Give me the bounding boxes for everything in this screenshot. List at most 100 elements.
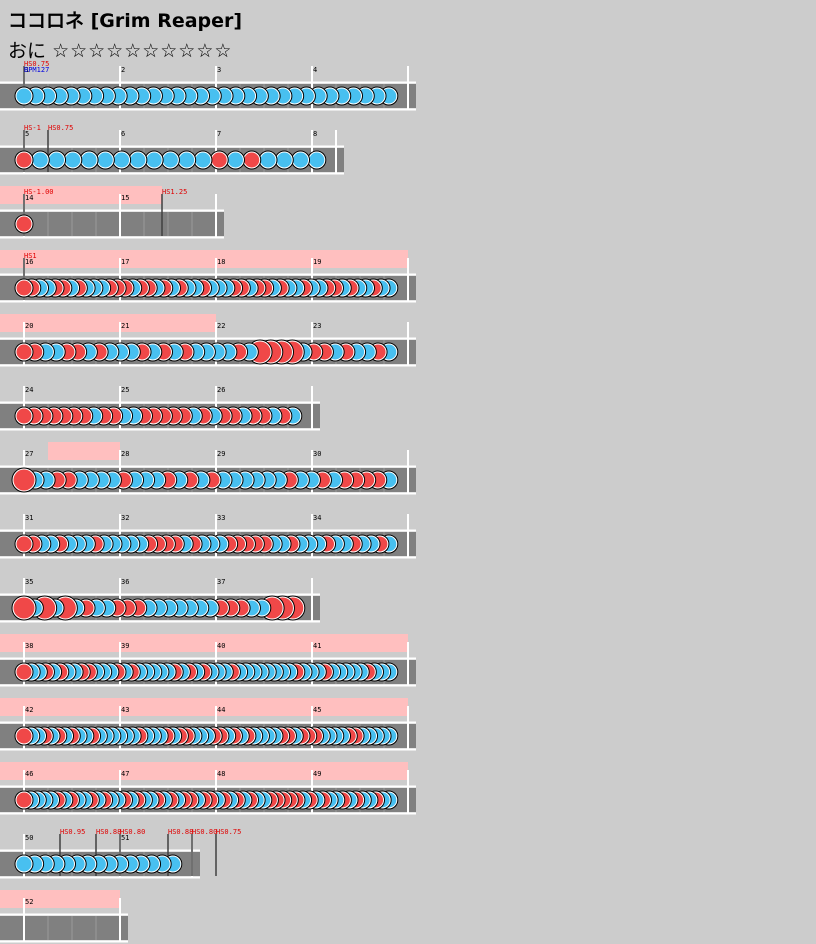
ka-note-face bbox=[260, 152, 276, 168]
measure-number: 26 bbox=[217, 386, 225, 394]
gogo-band bbox=[0, 634, 408, 652]
ka-note-face bbox=[16, 88, 32, 104]
don-note-face bbox=[13, 597, 35, 619]
scroll-event: HS0.95 bbox=[60, 828, 85, 836]
measure-number: 20 bbox=[25, 322, 33, 330]
chart-row: 46 47 48 49 bbox=[0, 762, 416, 815]
measure-number: 3 bbox=[217, 66, 221, 74]
ka-note-face bbox=[293, 152, 309, 168]
chart-row: 35 36 37 bbox=[0, 578, 320, 623]
difficulty-line: おに ☆☆☆☆☆☆☆☆☆☆ bbox=[8, 36, 232, 63]
measure-number: 17 bbox=[121, 258, 129, 266]
chart-row: 24 25 26 bbox=[0, 386, 320, 431]
ka-note-face bbox=[16, 856, 32, 872]
gogo-band bbox=[0, 250, 408, 268]
measure-number: 44 bbox=[217, 706, 225, 714]
ka-note-face bbox=[195, 152, 211, 168]
don-note-face bbox=[13, 469, 35, 491]
measure-number: 6 bbox=[121, 130, 125, 138]
measure-number: 27 bbox=[25, 450, 33, 458]
measure-number: 19 bbox=[313, 258, 321, 266]
measure-number: 41 bbox=[313, 642, 321, 650]
measure-number: 40 bbox=[217, 642, 225, 650]
gogo-band bbox=[48, 442, 120, 460]
measure-number: 22 bbox=[217, 322, 225, 330]
gogo-band bbox=[0, 890, 120, 908]
measure-number: 29 bbox=[217, 450, 225, 458]
measure-number: 28 bbox=[121, 450, 129, 458]
ka-note-face bbox=[49, 152, 65, 168]
gogo-band bbox=[0, 698, 408, 716]
don-note-face bbox=[16, 280, 32, 296]
measure-number: 34 bbox=[313, 514, 321, 522]
don-note-face bbox=[16, 152, 32, 168]
chart-row: 27 28 29 30 bbox=[0, 442, 416, 495]
don-note-face bbox=[16, 216, 32, 232]
don-note-face bbox=[16, 408, 32, 424]
scroll-event: HS0.80 bbox=[192, 828, 217, 836]
measure-number: 47 bbox=[121, 770, 129, 778]
measure-number: 50 bbox=[25, 834, 33, 842]
measure-number: 23 bbox=[313, 322, 321, 330]
measure-number: 33 bbox=[217, 514, 225, 522]
chart-row: 31 32 33 34 bbox=[0, 514, 416, 559]
measure-number: 38 bbox=[25, 642, 33, 650]
measure-number: 51 bbox=[121, 834, 129, 842]
ka-note-face bbox=[146, 152, 162, 168]
bpm-event: BPM127 bbox=[24, 66, 49, 74]
scroll-event: HS0.80 bbox=[120, 828, 145, 836]
scroll-event: HS0.75 bbox=[216, 828, 241, 836]
chart-row: 14 15 HS-1.00 HS1.25 bbox=[0, 186, 224, 239]
chart-row: 42 43 44 45 bbox=[0, 698, 416, 751]
lane bbox=[0, 916, 128, 940]
ka-note-face bbox=[227, 152, 243, 168]
chart-row: 52 bbox=[0, 890, 128, 943]
don-note-face bbox=[16, 792, 32, 808]
song-title: ココロネ [Grim Reaper] bbox=[8, 10, 243, 32]
measure-number: 24 bbox=[25, 386, 33, 394]
chart-row: 20 21 22 23 bbox=[0, 314, 416, 367]
measure-number: 49 bbox=[313, 770, 321, 778]
measure-number: 35 bbox=[25, 578, 33, 586]
measure-number: 7 bbox=[217, 130, 221, 138]
chart-row: 38 39 40 41 bbox=[0, 634, 416, 687]
measure-number: 14 bbox=[25, 194, 33, 202]
ka-note-face bbox=[65, 152, 81, 168]
measure-number: 37 bbox=[217, 578, 225, 586]
gogo-band bbox=[0, 314, 216, 332]
measure-number: 5 bbox=[25, 130, 29, 138]
difficulty-stars: ☆☆☆☆☆☆☆☆☆☆ bbox=[52, 40, 233, 62]
scroll-event: HS-1.00 bbox=[24, 188, 54, 196]
measure-number: 52 bbox=[25, 898, 33, 906]
chart-row: 16 17 18 19 HS1 bbox=[0, 250, 416, 303]
scroll-event: HS0.75 bbox=[24, 60, 49, 68]
measure-number: 32 bbox=[121, 514, 129, 522]
scroll-event: HS1 bbox=[24, 252, 37, 260]
measure-number: 46 bbox=[25, 770, 33, 778]
lane bbox=[0, 212, 224, 236]
measure-number: 25 bbox=[121, 386, 129, 394]
gogo-band bbox=[0, 186, 162, 204]
ka-note-face bbox=[309, 152, 325, 168]
measure-number: 1 bbox=[25, 66, 29, 74]
ka-note-face bbox=[130, 152, 146, 168]
don-note-face bbox=[16, 536, 32, 552]
ka-note-face bbox=[114, 152, 130, 168]
measure-number: 36 bbox=[121, 578, 129, 586]
measure-number: 30 bbox=[313, 450, 321, 458]
ka-note-face bbox=[162, 152, 178, 168]
measure-number: 8 bbox=[313, 130, 317, 138]
ka-note-face bbox=[276, 152, 292, 168]
measure-number: 48 bbox=[217, 770, 225, 778]
measure-number: 16 bbox=[25, 258, 33, 266]
don-note-face bbox=[16, 664, 32, 680]
gogo-band bbox=[0, 762, 408, 780]
scroll-event: HS0.88 bbox=[96, 828, 121, 836]
don-note-face bbox=[16, 728, 32, 744]
measure-number: 4 bbox=[313, 66, 317, 74]
measure-number: 18 bbox=[217, 258, 225, 266]
measure-number: 39 bbox=[121, 642, 129, 650]
scroll-event: HS1.25 bbox=[162, 188, 187, 196]
